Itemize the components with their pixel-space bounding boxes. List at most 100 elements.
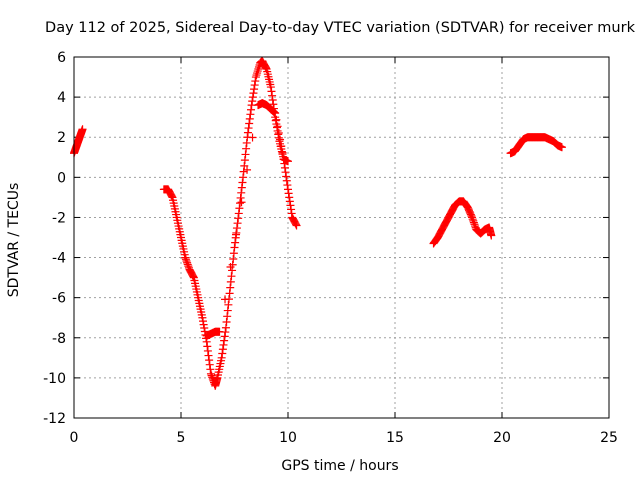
data-point — [470, 220, 479, 229]
y-tick-label: -8 — [52, 331, 66, 347]
data-point — [246, 110, 255, 119]
data-point — [283, 181, 292, 190]
data-point — [232, 224, 241, 233]
data-point — [206, 369, 215, 378]
data-point — [236, 193, 245, 202]
data-point — [217, 353, 226, 362]
chart-title: Day 112 of 2025, Sidereal Day-to-day VTE… — [45, 20, 636, 36]
data-point — [244, 124, 253, 133]
y-tick-label: 0 — [57, 170, 66, 186]
data-point — [245, 119, 254, 128]
data-point — [205, 356, 214, 365]
data-points — [70, 57, 566, 390]
data-point — [224, 300, 233, 309]
x-axis-label: GPS time / hours — [281, 458, 398, 474]
data-point — [248, 93, 257, 102]
data-point — [237, 198, 246, 207]
data-point — [199, 317, 208, 326]
data-point — [271, 116, 280, 125]
data-point — [284, 157, 292, 166]
data-point — [269, 100, 278, 109]
data-point — [234, 214, 243, 223]
data-point — [205, 360, 214, 369]
data-point — [273, 122, 282, 131]
data-point — [200, 324, 209, 333]
data-point — [221, 295, 230, 304]
data-point — [272, 115, 281, 124]
data-point — [245, 114, 254, 123]
data-point — [219, 340, 228, 349]
data-point — [218, 349, 227, 358]
y-tick-label: 4 — [57, 90, 66, 106]
data-point — [204, 351, 213, 360]
data-point — [218, 345, 227, 354]
y-tick-label: 2 — [57, 130, 66, 146]
data-point — [276, 135, 285, 144]
data-point — [278, 148, 287, 157]
data-point — [253, 67, 262, 76]
data-point — [183, 258, 192, 267]
data-point — [227, 272, 236, 281]
data-point — [206, 365, 215, 374]
data-point — [181, 255, 190, 264]
data-point — [285, 197, 294, 206]
data-point — [221, 323, 230, 332]
data-point — [261, 63, 270, 72]
data-point — [248, 97, 257, 106]
x-tick-label: 0 — [70, 430, 79, 446]
data-point — [267, 87, 276, 96]
grid — [74, 57, 609, 418]
data-point — [229, 249, 238, 258]
data-point — [284, 189, 293, 198]
data-point — [286, 201, 295, 210]
data-point — [468, 213, 477, 222]
data-point — [251, 77, 260, 86]
y-tick-label: -4 — [52, 251, 66, 267]
data-point — [183, 260, 192, 269]
data-point — [253, 69, 262, 78]
data-point — [247, 105, 256, 114]
data-point — [237, 183, 246, 192]
data-point — [189, 272, 198, 281]
x-tick-label: 25 — [600, 430, 618, 446]
data-point — [272, 123, 281, 132]
data-point — [252, 71, 261, 80]
data-point — [167, 192, 176, 201]
data-point — [223, 312, 232, 321]
data-point — [282, 176, 291, 185]
data-point — [232, 230, 241, 239]
data-point — [220, 332, 229, 341]
data-point — [284, 185, 292, 194]
data-point — [471, 222, 480, 231]
data-point — [250, 85, 259, 94]
data-point — [226, 263, 235, 272]
data-point — [236, 199, 245, 208]
data-point — [268, 95, 277, 104]
data-point — [277, 142, 286, 151]
y-tick-label: -2 — [52, 210, 66, 226]
data-point — [285, 193, 294, 202]
data-point — [287, 209, 296, 218]
data-point — [230, 243, 239, 252]
data-point — [181, 253, 190, 262]
data-point — [222, 318, 231, 327]
data-point — [281, 168, 290, 177]
data-point — [292, 221, 301, 230]
data-point — [239, 167, 248, 176]
data-point — [251, 73, 260, 82]
y-tick-label: -6 — [52, 291, 66, 307]
data-point — [184, 262, 193, 271]
data-point — [242, 144, 251, 153]
data-point — [274, 128, 283, 137]
data-point — [557, 143, 566, 152]
data-point — [469, 218, 478, 227]
data-point — [199, 320, 208, 329]
data-point — [242, 138, 251, 147]
data-point — [225, 289, 234, 298]
data-point — [468, 215, 477, 224]
data-point — [241, 150, 250, 159]
data-point — [215, 327, 224, 336]
data-point — [271, 109, 280, 118]
